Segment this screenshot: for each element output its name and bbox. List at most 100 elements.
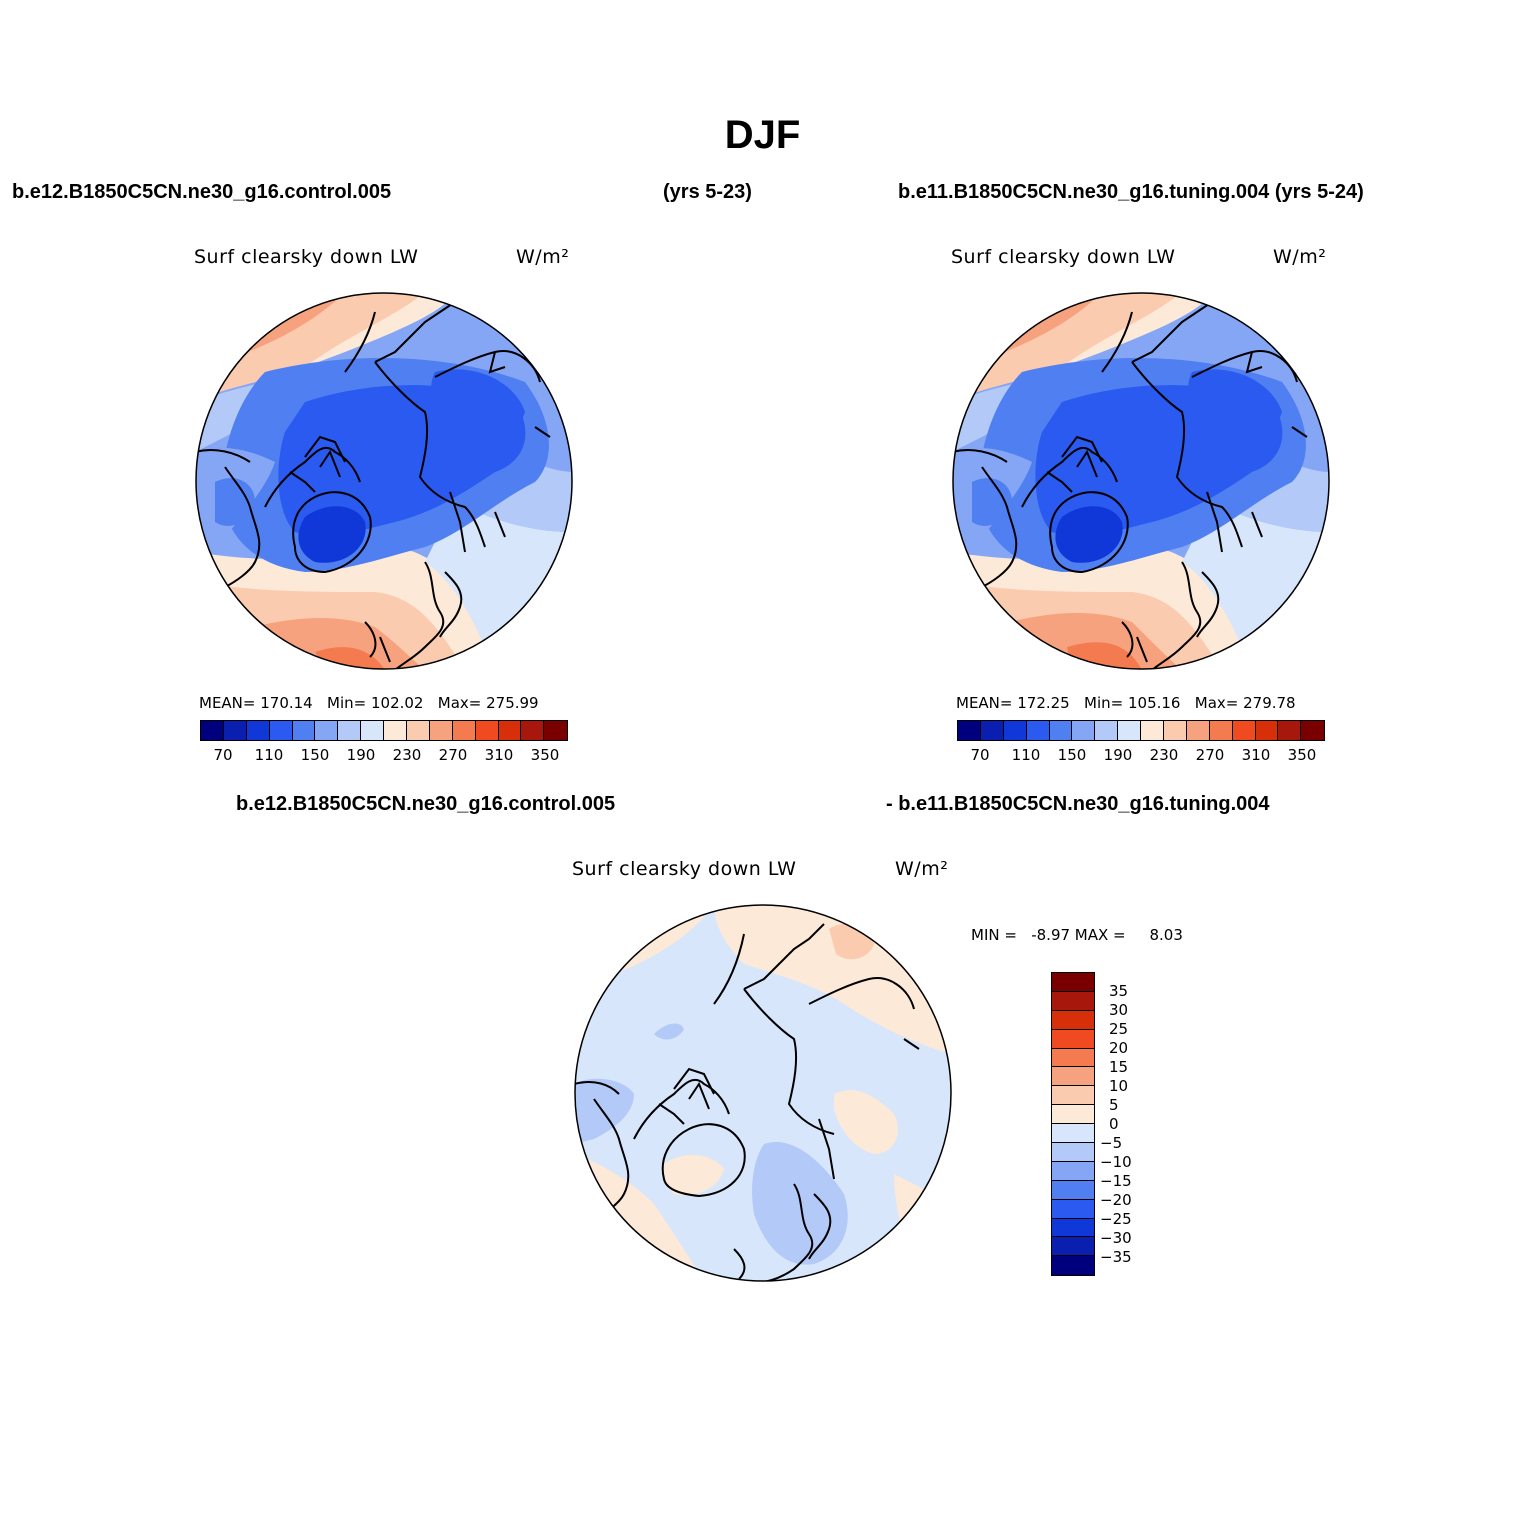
- colorbar-swatch: [1052, 1256, 1094, 1276]
- colorbar-tick-label: 270: [1195, 746, 1225, 764]
- panel3-colorbar: [1051, 972, 1095, 1277]
- colorbar-swatch: [1301, 721, 1325, 740]
- panel2-colorbar-labels: 70 110 150 190 230 270 310 350: [957, 746, 1325, 766]
- colorbar-tick-label: 270: [438, 746, 468, 764]
- panel1-units: W/m²: [516, 246, 570, 268]
- colorbar-swatch: [1209, 721, 1233, 740]
- panel1-variable: Surf clearsky down LW: [194, 246, 419, 268]
- colorbar-swatch: [1052, 1124, 1094, 1144]
- panel1-colorbar: [200, 720, 569, 741]
- panel3-case-a: b.e12.B1850C5CN.ne30_g16.control.005: [236, 793, 616, 815]
- panel3-case-b: - b.e11.B1850C5CN.ne30_g16.tuning.004: [886, 793, 1270, 815]
- colorbar-tick-label: 310: [484, 746, 514, 764]
- colorbar-tick-label: 35: [1109, 982, 1129, 1000]
- colorbar-swatch: [1052, 1161, 1094, 1181]
- colorbar-swatch: [338, 721, 362, 740]
- colorbar-swatch: [1095, 721, 1119, 740]
- colorbar-swatch: [1141, 721, 1165, 740]
- colorbar-swatch: [1052, 1067, 1094, 1087]
- colorbar-tick-label: 70: [970, 746, 990, 764]
- colorbar-swatch: [292, 721, 316, 740]
- colorbar-swatch: [429, 721, 453, 740]
- colorbar-swatch: [1052, 1086, 1094, 1106]
- colorbar-swatch: [1052, 1143, 1094, 1162]
- colorbar-swatch: [201, 721, 224, 740]
- colorbar-swatch: [958, 721, 981, 740]
- colorbar-swatch: [246, 721, 270, 740]
- panel3-colorbar-labels: 35 30 25 20 15 10 5 0 −5 −10 −15 −20 −25 −30 −35: [1100, 972, 1160, 1276]
- colorbar-tick-label: 190: [346, 746, 376, 764]
- colorbar-swatch: [1052, 1180, 1094, 1200]
- colorbar-swatch: [1052, 973, 1094, 992]
- panel1-years: (yrs 5-23): [663, 181, 752, 203]
- colorbar-tick-label: 350: [1287, 746, 1317, 764]
- colorbar-tick-label: −30: [1100, 1229, 1132, 1247]
- colorbar-tick-label: −20: [1100, 1191, 1132, 1209]
- colorbar-swatch: [407, 721, 430, 740]
- panel1-colorbar-labels: 70 110 150 190 230 270 310 350: [200, 746, 568, 766]
- panel2-map: [952, 292, 1330, 670]
- colorbar-tick-label: 110: [254, 746, 284, 764]
- colorbar-tick-label: 190: [1103, 746, 1133, 764]
- colorbar-swatch: [521, 721, 545, 740]
- panel1-map: [195, 292, 573, 670]
- colorbar-tick-label: −15: [1100, 1172, 1132, 1190]
- colorbar-tick-label: 10: [1109, 1077, 1129, 1095]
- colorbar-tick-label: 230: [392, 746, 422, 764]
- colorbar-tick-label: 110: [1011, 746, 1041, 764]
- colorbar-tick-label: 230: [1149, 746, 1179, 764]
- colorbar-swatch: [1052, 991, 1094, 1011]
- colorbar-tick-label: 310: [1241, 746, 1271, 764]
- colorbar-tick-label: 25: [1109, 1020, 1129, 1038]
- colorbar-tick-label: 70: [213, 746, 233, 764]
- colorbar-swatch: [1052, 1199, 1094, 1219]
- colorbar-swatch: [1072, 721, 1096, 740]
- colorbar-tick-label: −25: [1100, 1210, 1132, 1228]
- colorbar-swatch: [475, 721, 499, 740]
- colorbar-swatch: [1278, 721, 1302, 740]
- colorbar-swatch: [1052, 1010, 1094, 1030]
- colorbar-swatch: [315, 721, 339, 740]
- colorbar-swatch: [1052, 1048, 1094, 1068]
- colorbar-swatch: [1052, 1218, 1094, 1238]
- colorbar-tick-label: −5: [1100, 1134, 1123, 1152]
- colorbar-tick-label: 350: [530, 746, 560, 764]
- colorbar-tick-label: 0: [1109, 1115, 1119, 1133]
- colorbar-swatch: [1049, 721, 1073, 740]
- colorbar-tick-label: 150: [300, 746, 330, 764]
- colorbar-swatch: [1052, 1029, 1094, 1049]
- colorbar-tick-label: −35: [1100, 1248, 1132, 1266]
- colorbar-swatch: [223, 721, 247, 740]
- panel2-case-name: b.e11.B1850C5CN.ne30_g16.tuning.004 (yrs…: [898, 181, 1364, 203]
- colorbar-swatch: [452, 721, 476, 740]
- panel3-map: [574, 904, 952, 1282]
- colorbar-swatch: [384, 721, 408, 740]
- panel1-stats: MEAN= 170.14 Min= 102.02 Max= 275.99: [199, 694, 539, 712]
- colorbar-swatch: [1026, 721, 1050, 740]
- figure-title: DJF: [724, 113, 801, 157]
- colorbar-tick-label: 20: [1109, 1039, 1129, 1057]
- colorbar-swatch: [1255, 721, 1279, 740]
- panel2-colorbar: [957, 720, 1326, 741]
- colorbar-swatch: [544, 721, 568, 740]
- colorbar-swatch: [1164, 721, 1187, 740]
- panel3-units: W/m²: [895, 858, 949, 880]
- colorbar-tick-label: 5: [1109, 1096, 1119, 1114]
- colorbar-swatch: [1003, 721, 1027, 740]
- colorbar-swatch: [1232, 721, 1256, 740]
- panel2-stats: MEAN= 172.25 Min= 105.16 Max= 279.78: [956, 694, 1296, 712]
- panel1-case-name: b.e12.B1850C5CN.ne30_g16.control.005: [12, 181, 392, 203]
- panel3-stats: MIN = -8.97 MAX = 8.03: [971, 926, 1183, 944]
- colorbar-swatch: [269, 721, 293, 740]
- colorbar-swatch: [980, 721, 1004, 740]
- colorbar-swatch: [1186, 721, 1210, 740]
- colorbar-swatch: [1052, 1105, 1094, 1125]
- panel3-variable: Surf clearsky down LW: [572, 858, 797, 880]
- colorbar-tick-label: 15: [1109, 1058, 1129, 1076]
- colorbar-tick-label: 30: [1109, 1001, 1129, 1019]
- colorbar-swatch: [498, 721, 522, 740]
- colorbar-tick-label: −10: [1100, 1153, 1132, 1171]
- panel2-variable: Surf clearsky down LW: [951, 246, 1176, 268]
- colorbar-tick-label: 150: [1057, 746, 1087, 764]
- colorbar-swatch: [1052, 1237, 1094, 1257]
